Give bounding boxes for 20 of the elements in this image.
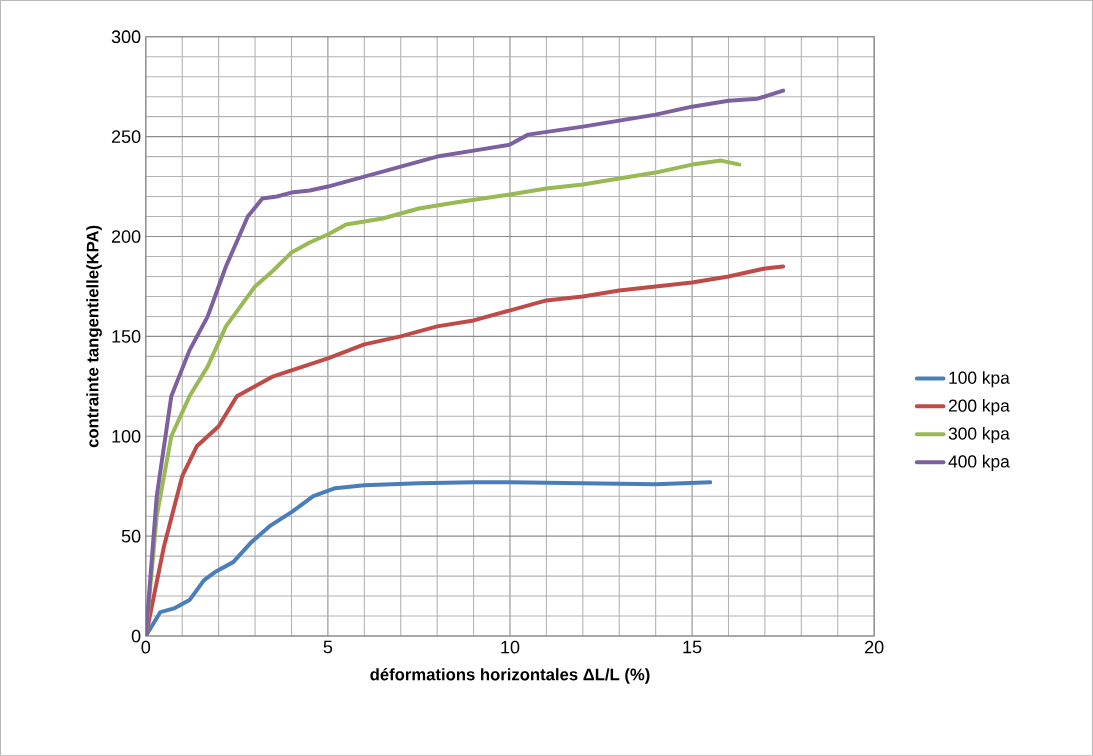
- legend-label: 300 kpa: [948, 427, 1010, 444]
- x-tick-label: 10: [501, 640, 520, 654]
- legend-label: 200 kpa: [948, 399, 1010, 416]
- line-series: [145, 88, 786, 637]
- y-axis-title: contrainte tangentielle(KPA): [86, 225, 102, 448]
- legend-label: 100 kpa: [949, 371, 1010, 388]
- y-tick-label: 250: [111, 130, 141, 144]
- y-tick-label: 0: [131, 629, 141, 643]
- y-tick-label: 200: [111, 230, 141, 243]
- y-tick-label: 300: [111, 30, 141, 44]
- y-tick-label: 50: [121, 529, 141, 543]
- x-tick-label: 20: [865, 640, 884, 654]
- x-tick-label: 15: [683, 640, 702, 654]
- y-tick-label: 100: [112, 429, 141, 443]
- x-tick-label: 0: [141, 640, 151, 654]
- legend-label: 400 kpa: [948, 454, 1010, 472]
- x-tick-label: 5: [323, 640, 333, 654]
- line-series: [145, 480, 713, 637]
- x-axis-title: déformations horizontales ΔL/L (%): [370, 668, 650, 684]
- y-tick-label: 150: [112, 330, 141, 343]
